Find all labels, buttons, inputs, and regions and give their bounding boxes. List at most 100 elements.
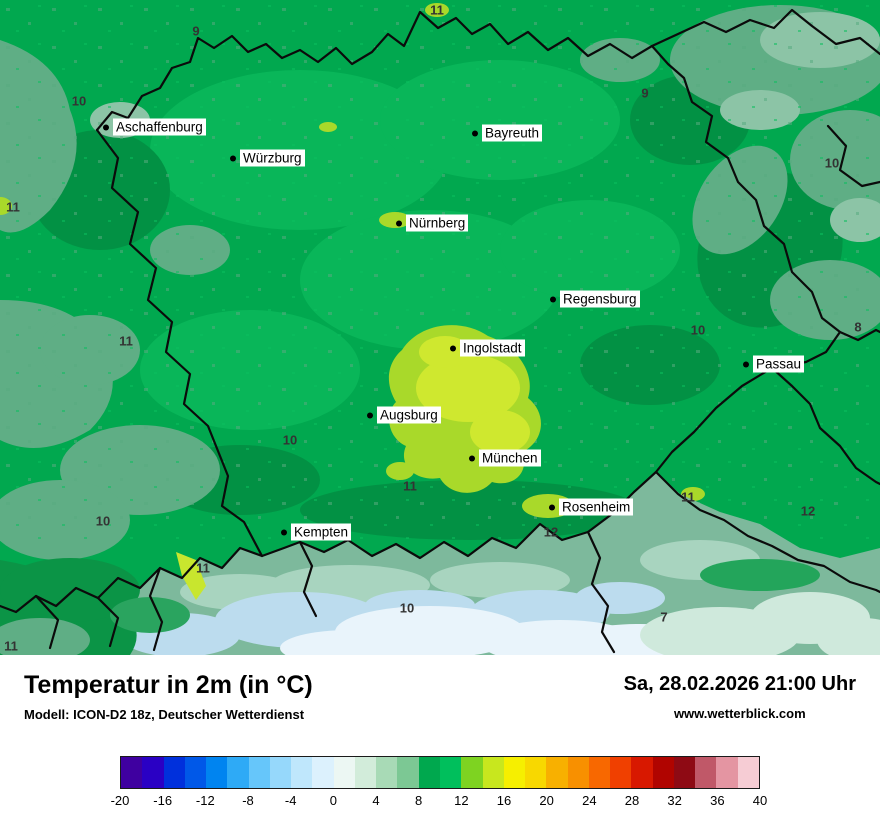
temperature-value: 10 (690, 322, 706, 338)
city-marker: Rosenheim (549, 498, 634, 516)
temperature-value: 12 (543, 524, 559, 540)
colorbar-segment (418, 757, 440, 788)
temperature-value: 9 (641, 85, 649, 101)
temperature-value: 7 (660, 609, 668, 625)
city-marker: Passau (743, 355, 805, 373)
city-marker: Augsburg (367, 406, 441, 424)
colorbar-segment (376, 757, 398, 788)
colorbar-segment (354, 757, 377, 788)
colorbar-tick-label: 8 (415, 793, 423, 808)
city-dot (230, 155, 236, 161)
colorbar-tick-label: 0 (329, 793, 337, 808)
temperature-value: 11 (119, 333, 133, 349)
colorbar-segment (206, 757, 228, 788)
colorbar-segment (163, 757, 185, 788)
temperature-value: 11 (403, 478, 417, 494)
city-label: Nürnberg (406, 214, 469, 232)
colorbar-segment (567, 757, 589, 788)
city-dot (450, 345, 456, 351)
colorbar-segment (439, 757, 462, 788)
colorbar-tick-label: 28 (624, 793, 640, 808)
valid-datetime: Sa, 28.02.2026 21:00 Uhr (623, 673, 856, 695)
city-dot (469, 455, 475, 461)
city-marker: Kempten (281, 523, 352, 541)
city-marker: München (469, 449, 541, 467)
temperature-value: 9 (192, 23, 200, 39)
colorbar-tick-label: 4 (372, 793, 380, 808)
city-label: Passau (753, 355, 805, 373)
temperature-map: Aschaffenburg Würzburg Bayreuth Nürnberg Reg… (0, 0, 880, 655)
colorbar-segment (695, 757, 717, 788)
colorbar-segment (737, 757, 759, 788)
city-label: Augsburg (377, 406, 441, 424)
city-dot (396, 220, 402, 226)
city-label: München (479, 449, 541, 467)
city-marker: Ingolstadt (450, 339, 525, 357)
colorbar-segment (397, 757, 419, 788)
city-dot (549, 504, 555, 510)
colorbar-tick-label: 20 (539, 793, 554, 808)
colorbar-tick-label: -20 (110, 793, 130, 808)
map-graphic (0, 0, 880, 655)
colorbar-tick-label: 40 (752, 793, 768, 808)
temperature-value: 8 (854, 319, 862, 335)
colorbar-segment (184, 757, 207, 788)
map-overlay: Aschaffenburg Würzburg Bayreuth Nürnberg Reg… (4, 2, 862, 654)
colorbar-segment (121, 757, 143, 788)
city-dot (281, 529, 287, 535)
colorbar-segment (610, 757, 632, 788)
colorbar-segment (503, 757, 526, 788)
alps-cold-region (0, 472, 880, 655)
colorbar-tick-label: 32 (667, 793, 682, 808)
info-bar: Temperatur in 2m (in °C) Modell: ICON-D2… (0, 655, 880, 722)
colorbar-segment (588, 757, 611, 788)
city-label: Würzburg (240, 149, 305, 167)
colorbar-segment (716, 757, 738, 788)
temperature-value: 12 (800, 503, 816, 519)
model-info: Modell: ICON-D2 18z, Deutscher Wetterdie… (24, 707, 305, 722)
temperature-value: 11 (196, 560, 210, 576)
colorbar-segment (652, 757, 674, 788)
colorbar-segment (631, 757, 653, 788)
city-marker: Regensburg (550, 290, 640, 308)
city-dot (472, 130, 478, 136)
colorbar-tick-label: 36 (710, 793, 725, 808)
colorbar-tick-label: -16 (153, 793, 173, 808)
city-label: Ingolstadt (460, 339, 525, 357)
colorbar-segment (142, 757, 164, 788)
colorbar-tick-label: 24 (582, 793, 597, 808)
city-dot (103, 124, 109, 130)
temperature-value: 11 (4, 638, 18, 654)
colorbar-segment (248, 757, 270, 788)
city-label: Rosenheim (559, 498, 634, 516)
colorbar-segment (312, 757, 334, 788)
city-label: Kempten (291, 523, 352, 541)
colorbar-segment (673, 757, 696, 788)
city-marker: Aschaffenburg (103, 118, 206, 136)
website-url: www.wetterblick.com (673, 706, 806, 721)
colorbar-segment (291, 757, 313, 788)
temperature-value: 10 (824, 155, 840, 171)
colorbar-tick-label: -4 (284, 793, 297, 808)
city-marker: Nürnberg (396, 214, 469, 232)
temperature-value: 11 (6, 199, 20, 215)
legend-colorbar (120, 756, 760, 789)
colorbar-segment (269, 757, 292, 788)
info-right: Sa, 28.02.2026 21:00 Uhr www.wetterblick… (624, 671, 856, 721)
temperature-legend: -20 -16 -12 -8 -4 0 4 8 12 16 20 24 28 32 36 40 (111, 756, 767, 813)
colorbar-tick-label: 12 (454, 793, 469, 808)
colorbar-segment (461, 757, 483, 788)
colorbar-tick-label: -8 (242, 793, 254, 808)
info-left: Temperatur in 2m (in °C) Modell: ICON-D2… (24, 671, 313, 722)
temperature-value: 11 (430, 2, 444, 18)
city-dot (550, 296, 556, 302)
city-marker: Würzburg (230, 149, 305, 167)
state-borders (0, 8, 880, 654)
colorbar-segment (525, 757, 547, 788)
temperature-value: 11 (681, 489, 695, 505)
temperature-value: 10 (399, 600, 415, 616)
city-label: Bayreuth (482, 124, 543, 142)
city-marker: Bayreuth (472, 124, 543, 142)
colorbar-segment (227, 757, 249, 788)
